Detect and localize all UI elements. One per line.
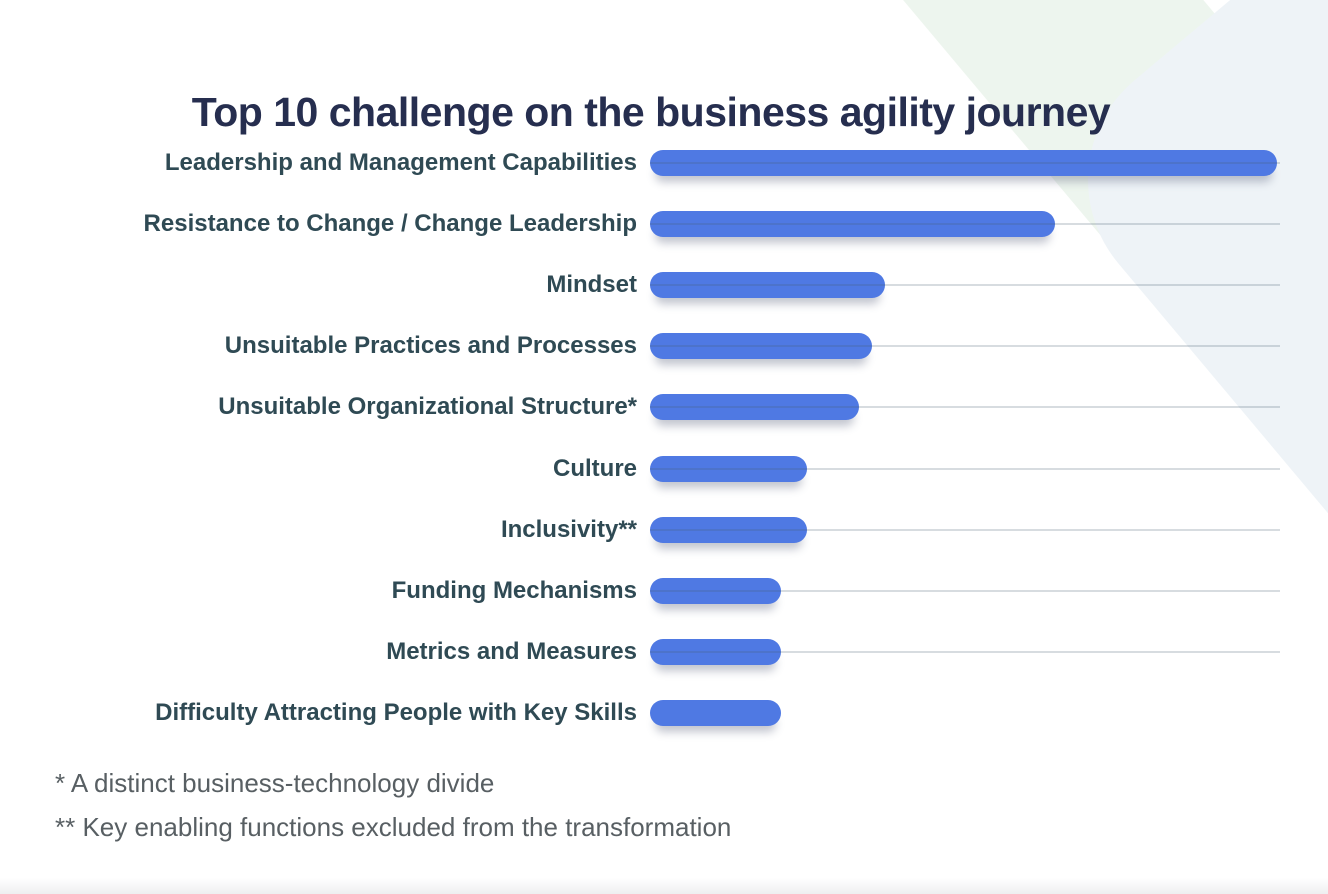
track-line: [650, 589, 1280, 592]
track-line: [650, 651, 1280, 654]
track-line: [650, 528, 1280, 531]
category-label: Metrics and Measures: [386, 638, 637, 666]
footnote-asterisk: * A distinct business-technology divide: [55, 768, 495, 798]
bar: [650, 639, 781, 666]
chart-row: Unsuitable Practices and Processes: [0, 316, 1280, 377]
track-line: [650, 283, 1280, 286]
bar: [650, 149, 1278, 176]
footnote-double-asterisk: ** Key enabling functions excluded from …: [55, 812, 732, 842]
track-line: [650, 222, 1280, 225]
chart-row: Culture: [0, 438, 1280, 499]
category-label: Unsuitable Organizational Structure*: [218, 393, 637, 421]
chart-row: Resistance to Change / Change Leadership: [0, 193, 1280, 254]
bottom-edge-strip: [0, 878, 1328, 894]
track-line: [650, 406, 1280, 409]
track-line: [650, 467, 1280, 470]
bar: [650, 700, 781, 727]
bar-track: [650, 516, 1280, 543]
chart-title: Top 10 challenge on the business agility…: [191, 89, 1111, 136]
footnotes: * A distinct business-technology divide …: [55, 761, 731, 849]
bar-track: [650, 394, 1280, 421]
category-label: Unsuitable Practices and Processes: [224, 332, 637, 360]
chart-row: Metrics and Measures: [0, 622, 1280, 683]
bar-track: [650, 210, 1280, 237]
bar: [650, 210, 1056, 237]
bar-chart: Leadership and Management Capabilities Re…: [0, 132, 1280, 744]
bar-track: [650, 639, 1280, 666]
category-label: Leadership and Management Capabilities: [164, 148, 637, 176]
category-label: Funding Mechanisms: [391, 576, 637, 604]
chart-row: Unsuitable Organizational Structure*: [0, 377, 1280, 438]
chart-row: Funding Mechanisms: [0, 560, 1280, 621]
bar-track: [650, 700, 1280, 727]
bar-track: [650, 333, 1280, 360]
track-line: [650, 345, 1280, 348]
chart-row: Leadership and Management Capabilities: [0, 132, 1280, 193]
bar: [650, 455, 807, 482]
category-label: Mindset: [546, 270, 637, 298]
bar-track: [650, 271, 1280, 298]
bar-track: [650, 149, 1280, 176]
bar: [650, 394, 860, 421]
category-label: Difficulty Attracting People with Key Sk…: [155, 699, 637, 727]
bar-track: [650, 455, 1280, 482]
category-label: Resistance to Change / Change Leadership: [143, 209, 637, 237]
bar: [650, 271, 886, 298]
bar: [650, 577, 781, 604]
track-line: [650, 161, 1280, 164]
chart-row: Difficulty Attracting People with Key Sk…: [0, 683, 1280, 744]
category-label: Culture: [553, 454, 637, 482]
category-label: Inclusivity**: [500, 515, 637, 543]
bar: [650, 516, 807, 543]
bar-track: [650, 577, 1280, 604]
chart-row: Mindset: [0, 254, 1280, 315]
bar: [650, 333, 873, 360]
chart-row: Inclusivity**: [0, 499, 1280, 560]
